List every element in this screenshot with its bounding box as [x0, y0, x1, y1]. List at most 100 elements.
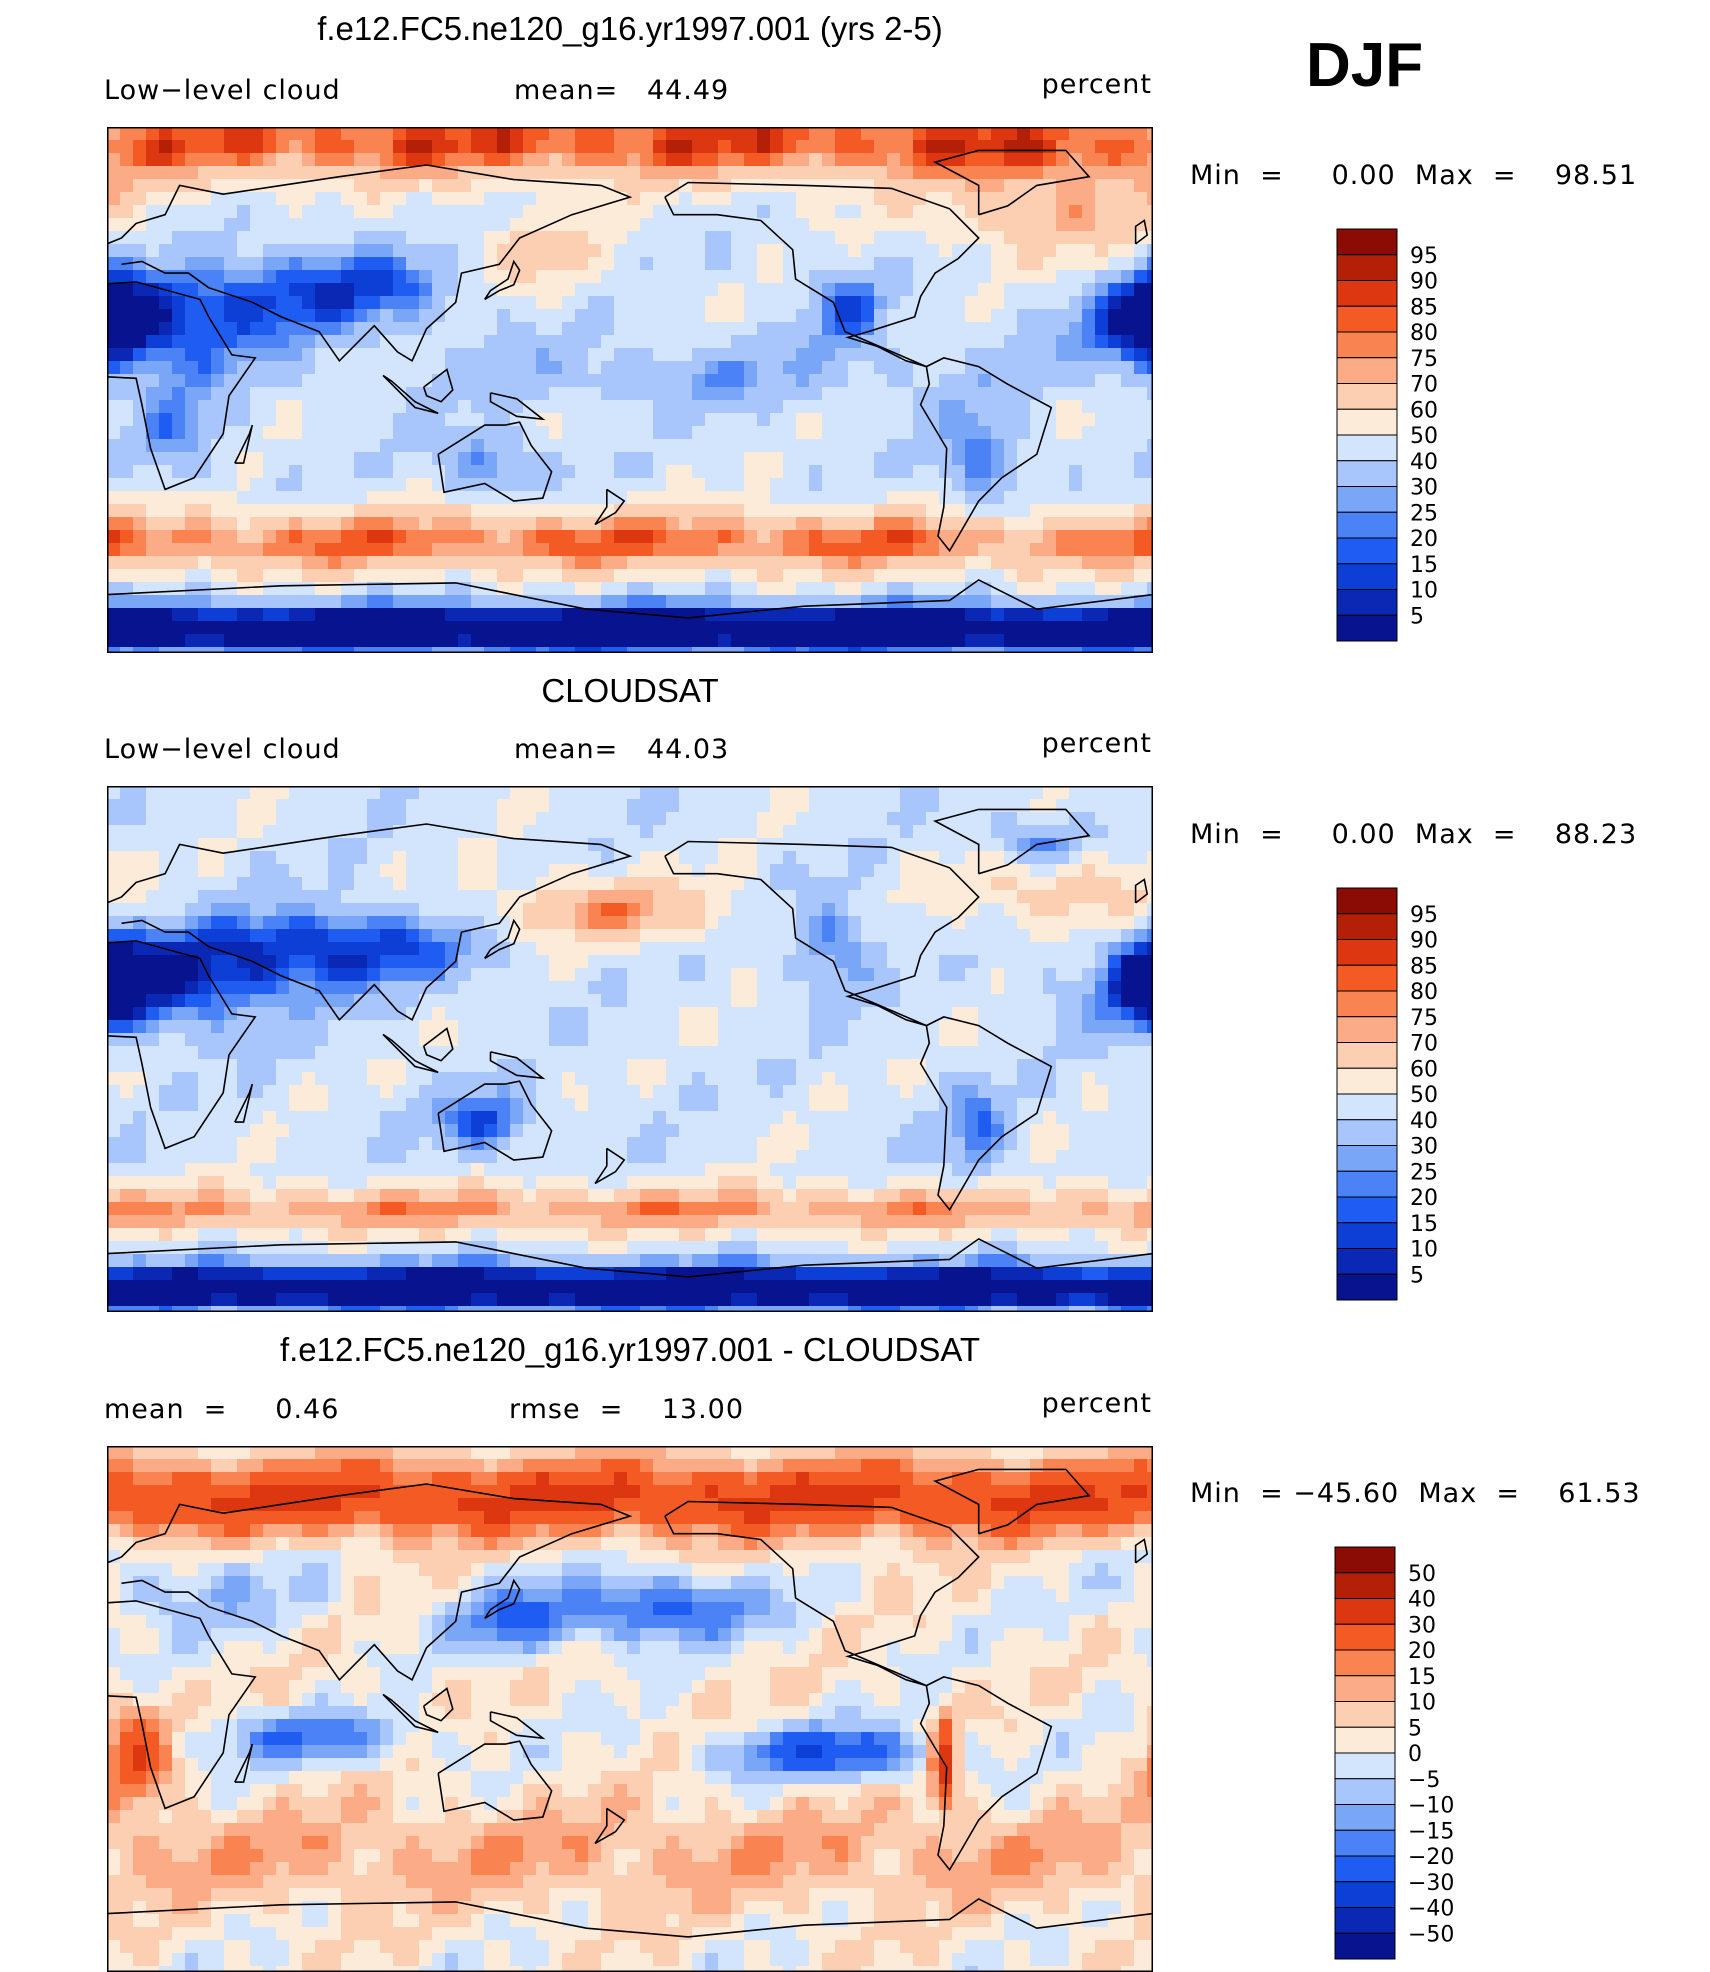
coastline-4	[919, 1676, 1053, 1872]
coastline-12	[489, 1051, 546, 1080]
colorbar-3-swatch-6	[1334, 1701, 1396, 1728]
coastline-10	[422, 1027, 454, 1062]
colorbar-2-swatch-8	[1336, 1093, 1398, 1121]
coastline-11	[382, 374, 439, 415]
map-1-field	[107, 127, 1153, 653]
colorbar-1-swatch-4	[1336, 331, 1398, 359]
map-2-field	[107, 786, 1153, 1312]
colorbar-3-label-6: 5	[1408, 1716, 1422, 1741]
colorbar-2-swatch-2	[1336, 939, 1398, 966]
panel-1-minmax: Min = 0.00 Max = 98.51	[1190, 160, 1638, 191]
coastline-3	[664, 1500, 980, 1687]
panel-3-title: f.e12.FC5.ne120_g16.yr1997.001 - CLOUDSA…	[279, 1331, 981, 1368]
coastline-0	[107, 1600, 257, 1810]
coastline-2	[437, 1080, 553, 1161]
colorbar-2-label-6: 60	[1410, 1057, 1438, 1082]
colorbar-1-label-5: 70	[1410, 373, 1438, 398]
map-3-field	[107, 1446, 1153, 1972]
colorbar-2-label-13: 10	[1410, 1238, 1438, 1263]
coastline-2	[437, 421, 553, 502]
colorbar-3-swatch-9	[1334, 1778, 1396, 1805]
colorbar-2-swatch-7	[1336, 1067, 1398, 1095]
colorbar-1-swatch-15	[1336, 614, 1398, 642]
colorbar-1-label-2: 85	[1410, 295, 1438, 320]
colorbar-2-swatch-4	[1336, 990, 1398, 1018]
coastline-3	[664, 181, 980, 368]
panel-1-title: f.e12.FC5.ne120_g16.yr1997.001 (yrs 2-5)	[317, 10, 943, 47]
colorbar-2-swatch-10	[1336, 1145, 1398, 1172]
panel-1-units-label: percent	[1041, 69, 1152, 100]
colorbar-2-swatch-9	[1336, 1119, 1398, 1146]
colorbar-3-label-11: −20	[1408, 1845, 1454, 1870]
colorbar-2-label-1: 90	[1410, 929, 1438, 954]
colorbar-1-swatch-1	[1336, 254, 1398, 281]
colorbar-3-swatch-8	[1334, 1752, 1396, 1780]
colorbar-1-swatch-6	[1336, 383, 1398, 410]
colorbar-1-label-4: 75	[1410, 347, 1438, 372]
coastline-8	[484, 1578, 521, 1620]
coastline-12	[489, 1711, 546, 1740]
coastline-0	[107, 281, 257, 491]
colorbar-1-label-7: 50	[1410, 424, 1438, 449]
colorbar-3-label-14: −50	[1408, 1922, 1454, 1947]
panel-3-units-label: percent	[1041, 1388, 1152, 1419]
colorbar-2-label-9: 30	[1410, 1135, 1438, 1160]
colorbar-1-swatch-8	[1336, 434, 1398, 462]
colorbar-1-swatch-7	[1336, 408, 1398, 436]
colorbar-2-swatch-15	[1336, 1273, 1398, 1301]
panel-1-mean-label: mean= 44.49	[514, 75, 730, 106]
colorbar-3-label-12: −30	[1408, 1871, 1454, 1896]
colorbar-3-label-3: 20	[1408, 1639, 1436, 1664]
colorbar-3-swatch-10	[1334, 1804, 1396, 1831]
coastline-10	[422, 1687, 454, 1722]
coastline-9	[234, 1743, 254, 1783]
colorbar-1-label-3: 80	[1410, 321, 1438, 346]
colorbar-2-label-12: 15	[1410, 1212, 1438, 1237]
colorbar-2-swatch-14	[1336, 1248, 1398, 1275]
colorbar-1-label-14: 5	[1410, 604, 1424, 629]
coastline-9	[234, 1083, 254, 1123]
coastline-4	[919, 1016, 1053, 1212]
colorbar-3-label-9: −10	[1408, 1794, 1454, 1819]
coastline-6	[107, 1897, 1153, 1938]
colorbar-3-swatch-5	[1334, 1675, 1396, 1702]
panel-2-mean-label: mean= 44.03	[514, 734, 730, 765]
colorbar-1-swatch-5	[1336, 357, 1398, 384]
coastline-3	[664, 840, 980, 1027]
coastline-0	[107, 940, 257, 1150]
colorbar-2-swatch-6	[1336, 1042, 1398, 1069]
coastline-1	[107, 1483, 633, 1682]
colorbar-3-swatch-7	[1334, 1726, 1396, 1754]
colorbar-1-label-12: 15	[1410, 553, 1438, 578]
coastline-12	[489, 392, 546, 421]
coastline-11	[382, 1033, 439, 1074]
coastline-7	[594, 1807, 626, 1845]
colorbar-1-swatch-12	[1336, 537, 1398, 565]
coastline-6	[107, 1237, 1153, 1278]
colorbar-2-label-11: 20	[1410, 1186, 1438, 1211]
colorbar-2-label-10: 25	[1410, 1160, 1438, 1185]
panel-2-units-label: percent	[1041, 728, 1152, 759]
colorbar-2-swatch-3	[1336, 964, 1398, 992]
colorbar-1-label-1: 90	[1410, 270, 1438, 295]
colorbar-1-label-11: 20	[1410, 527, 1438, 552]
colorbar-3-label-13: −40	[1408, 1897, 1454, 1922]
colorbar-1-swatch-2	[1336, 280, 1398, 307]
panel-3-map	[107, 1446, 1153, 1972]
colorbar-2-label-14: 5	[1410, 1263, 1424, 1288]
colorbar-2-swatch-12	[1336, 1196, 1398, 1224]
colorbar-1-label-13: 10	[1410, 579, 1438, 604]
coastline-10	[422, 368, 454, 403]
colorbar-2-label-5: 70	[1410, 1032, 1438, 1057]
coastline-1	[107, 164, 633, 363]
coastline-9	[234, 424, 254, 464]
coastline-13	[1134, 878, 1149, 904]
colorbar-3-label-7: 0	[1408, 1742, 1422, 1767]
colorbar-3-label-4: 15	[1408, 1665, 1436, 1690]
colorbar-2-swatch-5	[1336, 1016, 1398, 1043]
colorbar-3-label-10: −15	[1408, 1819, 1454, 1844]
colorbar-1-label-0: 95	[1410, 244, 1438, 269]
panel-1-map	[107, 127, 1153, 653]
